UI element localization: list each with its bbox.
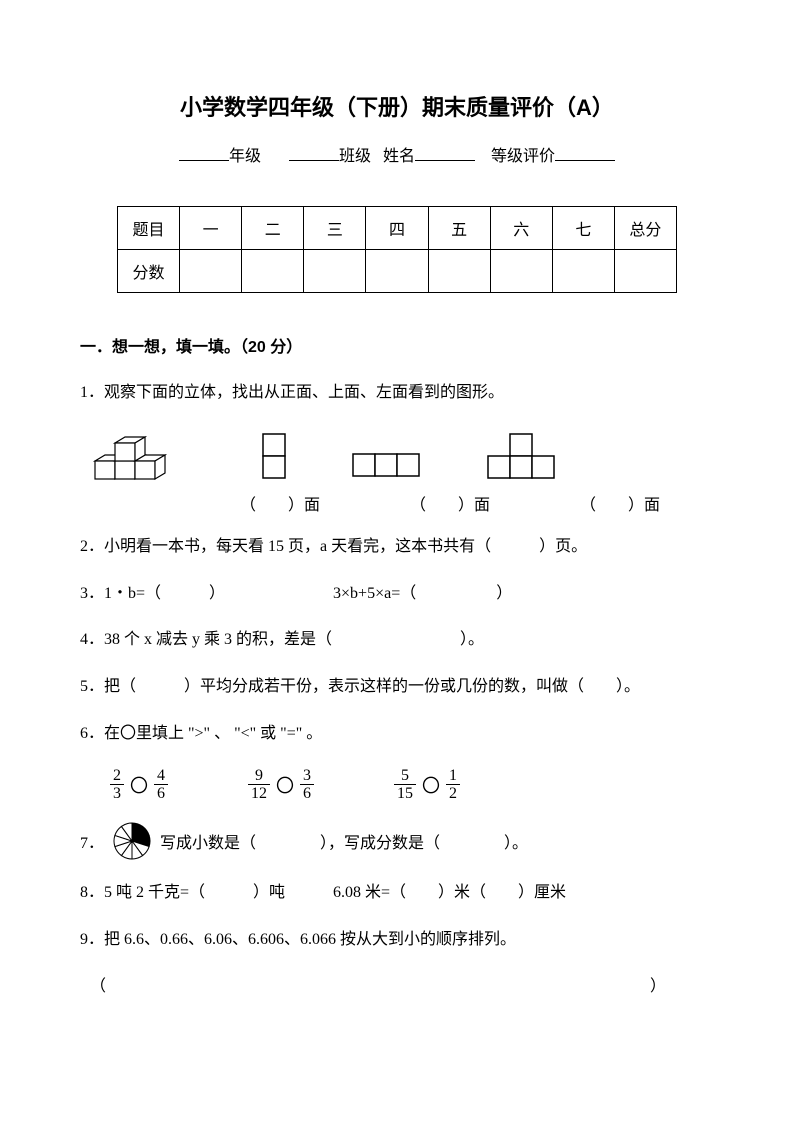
th-4: 四 (366, 207, 428, 250)
frac-compare-2[interactable]: 912 〇 36 (248, 767, 314, 803)
th-5: 五 (428, 207, 490, 250)
frac-n: 9 (248, 767, 270, 786)
td-blank[interactable] (366, 250, 428, 293)
frac-d: 6 (154, 785, 168, 803)
class-label: 班级 (339, 148, 371, 165)
rating-blank[interactable] (555, 160, 615, 161)
score-table: 题目 一 二 三 四 五 六 七 总分 分数 (117, 206, 677, 293)
circle-icon[interactable]: 〇 (276, 772, 294, 798)
q5-text: 5．把（ ）平均分成若干份，表示这样的一份或几份的数，叫做（ ）。 (80, 673, 714, 702)
q3b: 3×b+5×a=（ ） (333, 585, 512, 602)
q3a: 3．1・b=（ ） (80, 585, 225, 602)
frac-compare-1[interactable]: 23 〇 46 (110, 767, 168, 803)
th-6: 六 (490, 207, 552, 250)
q1-labels: （ ）面 （ ）面 （ ）面 (240, 491, 714, 515)
frac-d: 2 (446, 785, 460, 803)
q2-text: 2．小明看一本书，每天看 15 页，a 天看完，这本书共有（ ）页。 (80, 533, 714, 562)
cube-stack-icon (90, 426, 200, 481)
td-blank[interactable] (304, 250, 366, 293)
frac-n: 2 (110, 767, 124, 786)
th-item: 题目 (118, 207, 180, 250)
td-blank[interactable] (428, 250, 490, 293)
rating-label: 等级评价 (491, 148, 555, 165)
td-blank[interactable] (242, 250, 304, 293)
q7-num: 7． (80, 829, 104, 853)
td-blank[interactable] (180, 250, 242, 293)
td-blank[interactable] (552, 250, 614, 293)
exam-page: 小学数学四年级（下册）期末质量评价（A） 年级 班级 姓名 等级评价 题目 一 … (0, 0, 794, 1079)
th-7: 七 (552, 207, 614, 250)
name-blank[interactable] (415, 160, 475, 161)
name-label: 姓名 (383, 148, 415, 165)
page-title: 小学数学四年级（下册）期末质量评价（A） (80, 90, 714, 122)
frac-d: 3 (110, 785, 124, 803)
pie-icon (112, 821, 152, 861)
vertical-squares-icon (260, 431, 290, 481)
horizontal-squares-icon (350, 451, 425, 481)
info-line: 年级 班级 姓名 等级评价 (80, 142, 714, 166)
frac-compare-3[interactable]: 515 〇 12 (394, 767, 460, 803)
grade-blank[interactable] (179, 160, 229, 161)
q8-text: 8．5 吨 2 千克=（ ）吨 6.08 米=（ ）米（ ）厘米 (80, 879, 714, 908)
q4-text: 4．38 个 x 减去 y 乘 3 的积，差是（ ）。 (80, 626, 714, 655)
q9-blank[interactable]: （ ） (90, 973, 714, 1002)
q1-label-1[interactable]: （ ）面 (240, 491, 320, 515)
t-shape-icon (485, 431, 560, 481)
frac-d: 12 (248, 785, 270, 803)
table-row: 题目 一 二 三 四 五 六 七 总分 (118, 207, 677, 250)
frac-d: 6 (300, 785, 314, 803)
th-1: 一 (180, 207, 242, 250)
frac-n: 5 (394, 767, 416, 786)
td-blank[interactable] (614, 250, 676, 293)
q3-row: 3．1・b=（ ） 3×b+5×a=（ ） (80, 580, 714, 609)
frac-d: 15 (394, 785, 416, 803)
q1-label-2[interactable]: （ ）面 (410, 491, 490, 515)
frac-n: 1 (446, 767, 460, 786)
q1-label-3[interactable]: （ ）面 (580, 491, 660, 515)
grade-label: 年级 (229, 148, 261, 165)
q6-fractions: 23 〇 46 912 〇 36 515 〇 12 (110, 767, 714, 803)
td-score-label: 分数 (118, 250, 180, 293)
table-row: 分数 (118, 250, 677, 293)
td-blank[interactable] (490, 250, 552, 293)
th-3: 三 (304, 207, 366, 250)
q7-row: 7． 写成小数是（ ），写成分数是（ ）。 (80, 821, 714, 861)
q6-text: 6．在〇里填上 ">" 、 "<" 或 "=" 。 (80, 720, 714, 749)
th-total: 总分 (614, 207, 676, 250)
frac-n: 3 (300, 767, 314, 786)
frac-n: 4 (154, 767, 168, 786)
class-blank[interactable] (289, 160, 339, 161)
q1-shapes (90, 426, 714, 481)
circle-icon[interactable]: 〇 (130, 772, 148, 798)
q1-text: 1．观察下面的立体，找出从正面、上面、左面看到的图形。 (80, 379, 714, 408)
q9-text: 9．把 6.6、0.66、6.06、6.606、6.066 按从大到小的顺序排列… (80, 926, 714, 955)
th-2: 二 (242, 207, 304, 250)
q7-text: 写成小数是（ ），写成分数是（ ）。 (160, 829, 528, 853)
section-heading: 一．想一想，填一填。（20 分） (80, 333, 714, 357)
circle-icon[interactable]: 〇 (422, 772, 440, 798)
